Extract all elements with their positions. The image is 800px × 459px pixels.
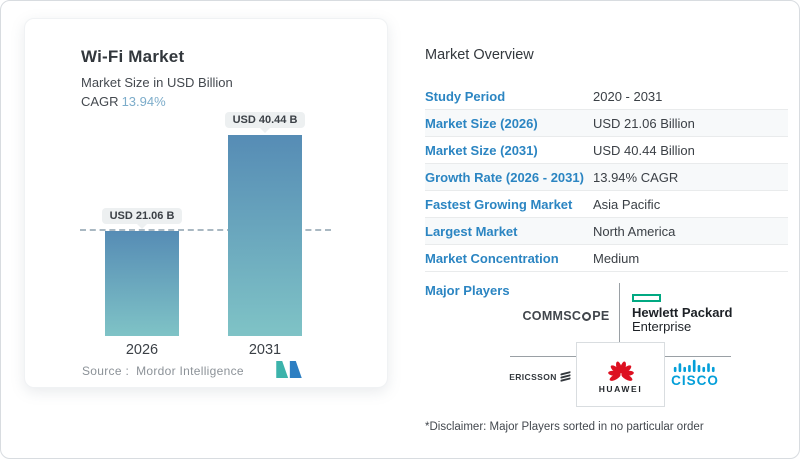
row-label: Market Size (2026) bbox=[425, 115, 538, 131]
huawei-flower-icon bbox=[607, 361, 634, 381]
huawei-logo-card: HUAWEI bbox=[576, 342, 665, 407]
commscope-text-left: COMMSC bbox=[522, 309, 582, 323]
ericsson-logo: ERICSSON bbox=[506, 371, 574, 382]
commscope-text-right: PE bbox=[592, 309, 610, 323]
row-value: USD 21.06 Billion bbox=[593, 115, 695, 131]
cisco-logo: CISCO bbox=[666, 358, 724, 387]
row-label: Growth Rate (2026 - 2031) bbox=[425, 169, 584, 185]
chart-cagr-line: CAGR 13.94% bbox=[81, 94, 166, 109]
cisco-bars-icon bbox=[673, 359, 715, 373]
chart-title: Wi-Fi Market bbox=[81, 47, 185, 66]
row-value: 2020 - 2031 bbox=[593, 88, 663, 104]
mordor-intelligence-logo-icon bbox=[276, 361, 302, 378]
row-value: 13.94% CAGR bbox=[593, 169, 679, 185]
hpe-wordmark-line2: Enterprise bbox=[632, 319, 692, 334]
bar-value-badge-2026: USD 21.06 B bbox=[101, 208, 183, 224]
row-label: Fastest Growing Market bbox=[425, 196, 573, 212]
players-divider-vertical bbox=[619, 283, 620, 342]
row-value: Asia Pacific bbox=[593, 196, 661, 212]
overview-table: Study Period 2020 - 2031 Market Size (20… bbox=[425, 83, 788, 272]
x-tick-2026: 2026 bbox=[125, 342, 159, 358]
x-tick-2031: 2031 bbox=[248, 342, 282, 358]
table-row: Market Size (2026) USD 21.06 Billion bbox=[425, 110, 788, 137]
row-label: Market Size (2031) bbox=[425, 142, 538, 158]
chart-subtitle: Market Size in USD Billion bbox=[81, 75, 233, 90]
commscope-globe-icon bbox=[582, 312, 592, 321]
row-label: Study Period bbox=[425, 88, 506, 104]
cisco-wordmark: CISCO bbox=[671, 373, 719, 388]
market-chart-card: Wi-Fi Market Market Size in USD Billion … bbox=[24, 18, 388, 388]
bar-2026 bbox=[105, 231, 179, 336]
table-row: Study Period 2020 - 2031 bbox=[425, 83, 788, 110]
badge-caret-icon bbox=[260, 128, 270, 133]
hpe-logo: Hewlett Packard Enterprise bbox=[632, 294, 732, 333]
table-row: Market Size (2031) USD 40.44 Billion bbox=[425, 137, 788, 164]
badge-caret-icon bbox=[137, 224, 147, 229]
disclaimer-text: *Disclaimer: Major Players sorted in no … bbox=[425, 421, 704, 433]
cagr-value: 13.94% bbox=[121, 94, 166, 109]
hpe-rectangle-icon bbox=[632, 294, 661, 302]
bar-column-2031: USD 40.44 B 2031 bbox=[224, 112, 306, 358]
row-value: North America bbox=[593, 223, 676, 239]
huawei-wordmark: HUAWEI bbox=[598, 384, 643, 394]
table-row: Largest Market North America bbox=[425, 218, 788, 245]
cagr-label: CAGR bbox=[81, 94, 119, 109]
row-value: USD 40.44 Billion bbox=[593, 142, 695, 158]
row-label: Market Concentration bbox=[425, 250, 559, 266]
commscope-logo: COMMSC PE bbox=[512, 309, 620, 323]
source-line: Source : Mordor Intelligence bbox=[82, 364, 244, 378]
bar-value-badge-2031: USD 40.44 B bbox=[224, 112, 306, 128]
source-label: Source : bbox=[82, 364, 130, 378]
reference-dashed-line bbox=[80, 229, 331, 231]
overview-title: Market Overview bbox=[425, 47, 534, 63]
row-value: Medium bbox=[593, 250, 640, 266]
source-name: Mordor Intelligence bbox=[136, 364, 244, 378]
ericsson-wordmark: ERICSSON bbox=[509, 371, 557, 382]
table-row: Market Concentration Medium bbox=[425, 245, 788, 272]
hpe-wordmark-line1: Hewlett Packard bbox=[632, 305, 733, 320]
row-label: Largest Market bbox=[425, 223, 518, 239]
bar-2031 bbox=[228, 135, 302, 336]
ericsson-bars-icon bbox=[560, 371, 571, 382]
major-players-label: Major Players bbox=[425, 283, 510, 298]
table-row: Growth Rate (2026 - 2031) 13.94% CAGR bbox=[425, 164, 788, 191]
bar-column-2026: USD 21.06 B 2026 bbox=[101, 208, 183, 358]
table-row: Fastest Growing Market Asia Pacific bbox=[425, 191, 788, 218]
